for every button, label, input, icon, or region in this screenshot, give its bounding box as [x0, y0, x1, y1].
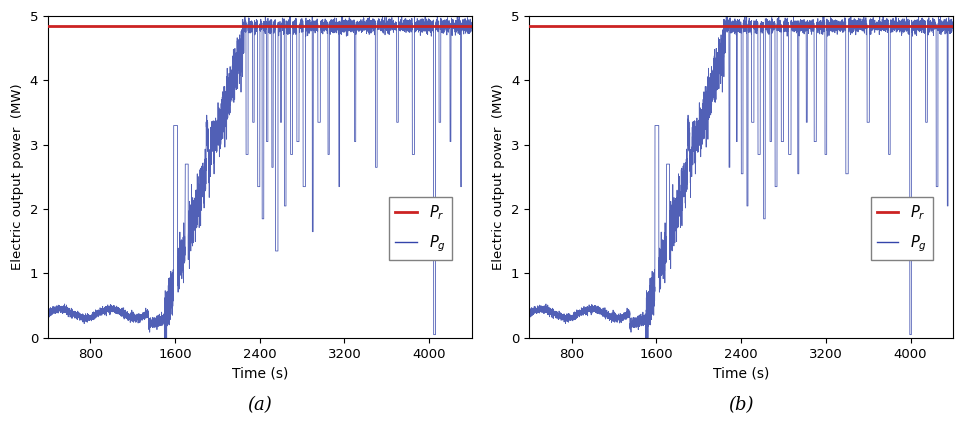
Y-axis label: Electric output power  (MW): Electric output power (MW)	[12, 83, 24, 270]
Legend: $P_r$, $P_g$: $P_r$, $P_g$	[870, 197, 933, 260]
Y-axis label: Electric output power  (MW): Electric output power (MW)	[493, 83, 505, 270]
X-axis label: Time (s): Time (s)	[712, 366, 769, 380]
Legend: $P_r$, $P_g$: $P_r$, $P_g$	[389, 197, 451, 260]
Text: (b): (b)	[728, 396, 754, 414]
X-axis label: Time (s): Time (s)	[231, 366, 288, 380]
Text: (a): (a)	[248, 396, 272, 414]
